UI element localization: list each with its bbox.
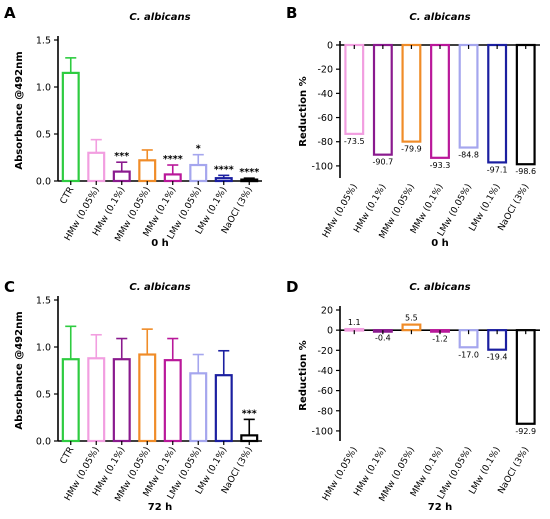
bar bbox=[515, 43, 536, 166]
bar bbox=[163, 359, 182, 443]
category-label: CTR bbox=[59, 446, 77, 467]
panel-letter: D bbox=[286, 278, 298, 296]
y-tick-label: -40 bbox=[317, 366, 333, 377]
y-axis-label: Reduction % bbox=[298, 76, 309, 146]
data-label: -73.5 bbox=[344, 137, 365, 146]
bar bbox=[430, 43, 450, 159]
significance-mark: *** bbox=[242, 408, 257, 419]
bar bbox=[240, 178, 259, 183]
bar bbox=[214, 177, 233, 183]
data-label: -90.7 bbox=[373, 158, 394, 167]
y-tick-label: -80 bbox=[317, 406, 333, 417]
y-tick-label: 0.0 bbox=[36, 437, 51, 448]
bar bbox=[401, 323, 422, 332]
y-tick-label: 1.0 bbox=[36, 343, 51, 354]
y-tick-label: -100 bbox=[311, 426, 333, 437]
panel-d: D C. albicans 20 0 -20 -40 -60 -80 -100 Reduction… bbox=[286, 278, 540, 513]
data-label: -1.2 bbox=[432, 334, 448, 343]
data-label: -0.4 bbox=[375, 334, 391, 343]
chart-title: C. albicans bbox=[129, 12, 190, 23]
y-tick-label: -60 bbox=[317, 113, 333, 124]
significance-mark: **** bbox=[214, 164, 234, 175]
y-tick-label: 1.0 bbox=[36, 83, 51, 94]
y-tick-label: -60 bbox=[317, 386, 333, 397]
bar bbox=[344, 43, 365, 135]
y-tick-label: 0.5 bbox=[36, 390, 51, 401]
data-label: -79.9 bbox=[401, 145, 422, 154]
panel-c: C C. albicans 0.0 0.5 1.0 1.5 Absorbance @492n… bbox=[4, 278, 262, 513]
y-tick-label: 1.5 bbox=[36, 36, 51, 47]
category-label: NaOCl (3%) bbox=[497, 183, 532, 233]
bar bbox=[189, 163, 208, 183]
panel-b: B C. albicans 0 -20 -40 -60 -80 -100 Reduction %… bbox=[286, 4, 540, 249]
data-label: 1.1 bbox=[348, 318, 361, 327]
category-label: NaOCl (3%) bbox=[497, 446, 532, 496]
bar bbox=[515, 329, 536, 425]
bar bbox=[138, 159, 157, 183]
significance-mark: **** bbox=[239, 167, 259, 178]
y-axis-label: Absorbance @492nm bbox=[14, 311, 25, 429]
bar bbox=[189, 372, 208, 443]
data-label: -92.9 bbox=[515, 427, 536, 436]
chart-title: C. albicans bbox=[409, 282, 470, 293]
data-label: -17.0 bbox=[458, 350, 479, 359]
significance-mark: *** bbox=[114, 151, 129, 162]
bar bbox=[138, 353, 157, 443]
bar bbox=[112, 170, 131, 183]
y-tick-label: -20 bbox=[317, 65, 333, 76]
bar bbox=[214, 374, 233, 443]
y-tick-label: -80 bbox=[317, 137, 333, 148]
x-axis-label: 0 h bbox=[151, 238, 169, 249]
significance-mark: **** bbox=[163, 154, 183, 165]
bar bbox=[61, 71, 80, 183]
chart-title: C. albicans bbox=[129, 282, 190, 293]
data-label: -93.3 bbox=[430, 161, 451, 170]
bar bbox=[458, 43, 479, 149]
bar bbox=[112, 358, 131, 443]
data-label: -84.8 bbox=[458, 151, 479, 160]
y-tick-label: 0.0 bbox=[36, 177, 51, 188]
panel-letter: A bbox=[4, 4, 16, 22]
bar bbox=[87, 151, 106, 183]
y-tick-label: 0.5 bbox=[36, 130, 51, 141]
bar bbox=[372, 43, 393, 156]
panel-letter: C bbox=[4, 278, 15, 296]
y-tick-label: 0 bbox=[327, 41, 333, 52]
y-tick-label: -40 bbox=[317, 89, 333, 100]
bar bbox=[87, 357, 106, 443]
bar bbox=[163, 173, 182, 183]
bar bbox=[401, 43, 422, 143]
x-axis-label: 72 h bbox=[428, 502, 453, 513]
y-tick-label: -20 bbox=[317, 346, 333, 357]
significance-mark: * bbox=[196, 144, 201, 155]
bar bbox=[240, 434, 259, 443]
y-axis-label: Absorbance @492nm bbox=[14, 51, 25, 169]
bar bbox=[487, 43, 508, 164]
x-axis-label: 72 h bbox=[148, 502, 173, 513]
panel-a: A C. albicans 0.0 0.5 1.0 1.5 Absorbance @492n… bbox=[4, 4, 262, 249]
data-label: -98.6 bbox=[515, 167, 536, 176]
chart-title: C. albicans bbox=[409, 12, 470, 23]
y-tick-label: 0 bbox=[327, 326, 333, 337]
x-axis-label: 0 h bbox=[431, 238, 449, 249]
panel-letter: B bbox=[286, 4, 297, 22]
y-tick-label: 20 bbox=[321, 306, 333, 317]
data-label: -19.4 bbox=[487, 353, 508, 362]
category-label: CTR bbox=[59, 186, 77, 207]
bar bbox=[61, 358, 80, 443]
y-axis-label: Reduction % bbox=[298, 340, 309, 410]
data-label: 5.5 bbox=[405, 314, 418, 323]
y-tick-label: 1.5 bbox=[36, 296, 51, 307]
data-label: -97.1 bbox=[487, 165, 508, 174]
y-tick-label: -100 bbox=[311, 161, 333, 172]
